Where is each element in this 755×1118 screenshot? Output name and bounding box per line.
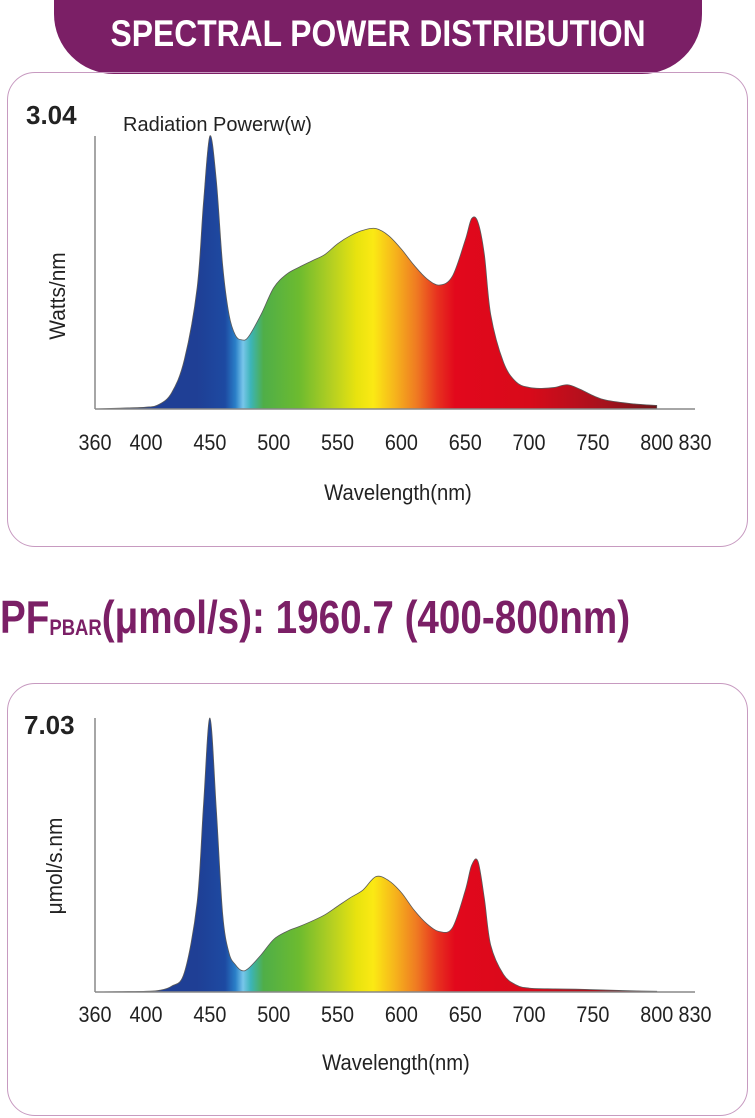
x-tick-label: 500 [257,431,290,455]
x-tick-label: 650 [449,1003,482,1027]
y-max-label: 3.04 [26,100,77,130]
x-tick-label: 550 [321,431,354,455]
chart-panel-power [7,72,748,547]
x-tick-label: 400 [130,1003,163,1027]
x-axis-label: Wavelength(nm) [324,481,472,505]
x-tick-label: 360 [78,431,111,455]
x-tick-label: 750 [576,1003,609,1027]
x-tick-label: 500 [257,1003,290,1027]
pf-value: (μmol/s): 1960.7 (400-800nm) [101,591,631,643]
x-tick-label: 650 [449,431,482,455]
x-tick-label: 400 [130,431,163,455]
chart-panel-photon [7,683,748,1116]
spectrum-area [94,717,658,993]
pf-subscript: PBAR [49,615,102,640]
x-tick-label: 450 [193,1003,226,1027]
x-tick-label: 700 [513,431,546,455]
page-title: SPECTRAL POWER DISTRIBUTION [110,13,646,54]
x-tick-label: 600 [385,1003,418,1027]
chart-power: 3.04 Radiation Powerw(w) Watts/nm 360 400 450… [26,100,712,505]
x-tick-label: 700 [513,1003,546,1027]
y-axis-label: μmol/s.nm [43,818,68,915]
x-tick-label: 360 [78,1003,111,1027]
x-tick-label: 830 [678,1003,711,1027]
x-tick-label: 550 [321,1003,354,1027]
pf-summary: PFPBAR(μmol/s): 1960.7 (400-800nm) [0,590,755,670]
x-axis-label: Wavelength(nm) [322,1051,470,1075]
x-tick-label: 450 [193,431,226,455]
pf-prefix: PF [0,591,50,643]
pf-text: PFPBAR(μmol/s): 1960.7 (400-800nm) [0,590,630,644]
x-tick-label: 600 [385,431,418,455]
x-tick-label: 750 [576,431,609,455]
title-banner: SPECTRAL POWER DISTRIBUTION [54,0,702,74]
spectrum-area [94,135,658,410]
series-label: Radiation Powerw(w) [123,114,312,136]
x-tick-label: 800 [640,431,673,455]
x-tick-label: 830 [678,431,711,455]
y-axis-label: Watts/nm [46,252,71,339]
y-max-label: 7.03 [24,710,75,740]
x-tick-label: 800 [640,1003,673,1027]
